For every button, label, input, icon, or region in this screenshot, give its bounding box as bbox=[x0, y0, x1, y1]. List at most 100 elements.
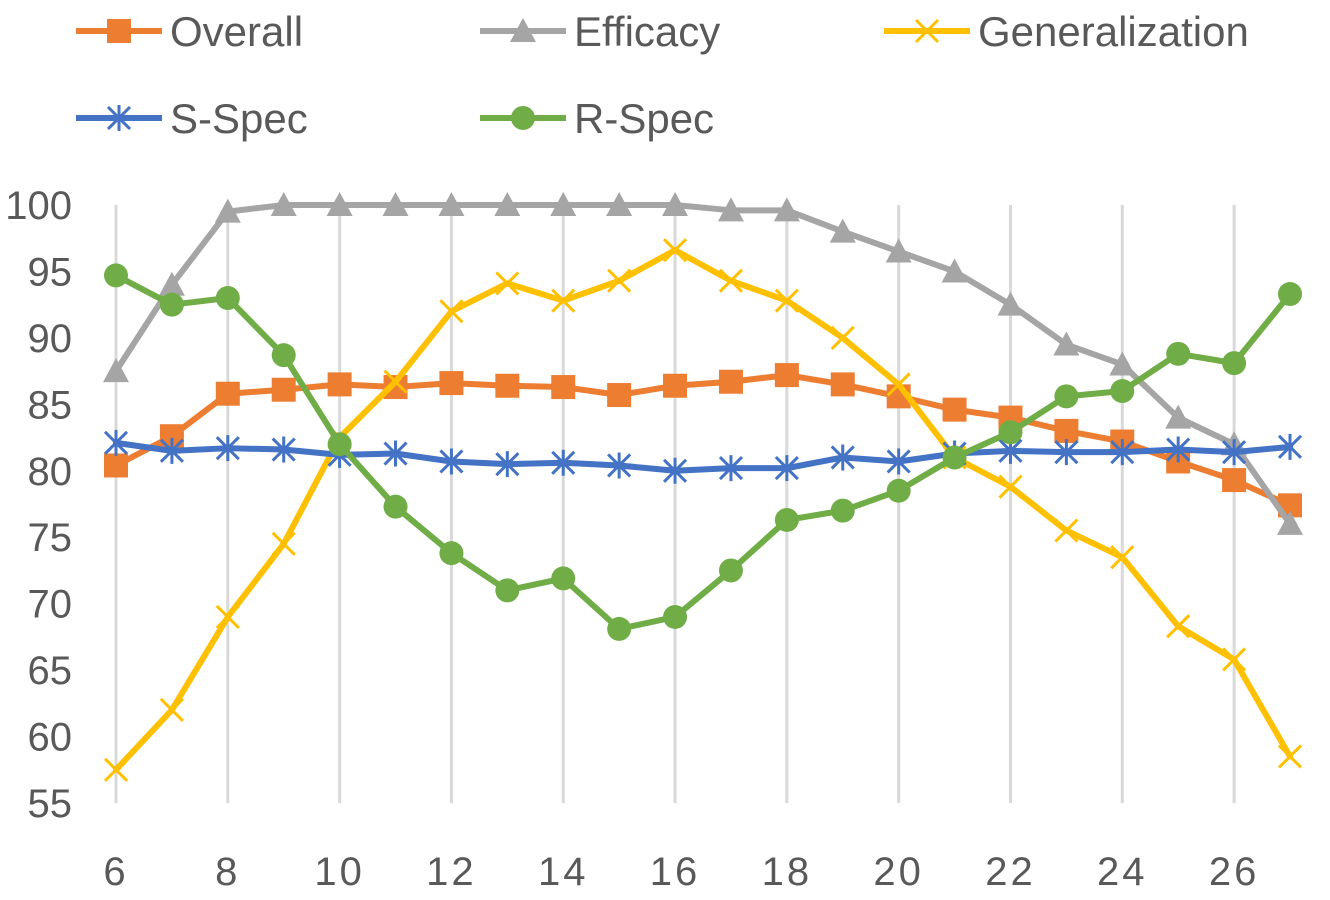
y-tick-label: 65 bbox=[28, 649, 73, 693]
data-point-r-spec-x12 bbox=[439, 541, 464, 566]
data-point-overall-x9 bbox=[271, 377, 296, 402]
data-point-s-spec-x6 bbox=[103, 429, 129, 456]
data-point-generalization-x18 bbox=[774, 288, 799, 313]
data-point-efficacy-x24 bbox=[1109, 351, 1136, 376]
x-tick-label: 16 bbox=[650, 850, 701, 894]
data-point-generalization-x19 bbox=[830, 325, 855, 350]
legend-marker-overall bbox=[107, 19, 131, 43]
data-point-overall-x16 bbox=[663, 373, 688, 398]
data-point-overall-x15 bbox=[607, 383, 632, 408]
y-tick-label: 95 bbox=[28, 250, 73, 294]
data-point-efficacy-x13 bbox=[494, 192, 521, 216]
data-point-s-spec-x17 bbox=[718, 455, 744, 482]
data-point-efficacy-x22 bbox=[997, 291, 1024, 316]
data-point-generalization-x14 bbox=[551, 288, 576, 313]
y-tick-label: 55 bbox=[28, 782, 73, 826]
data-point-s-spec-x25 bbox=[1166, 436, 1191, 463]
data-point-r-spec-x20 bbox=[886, 478, 911, 503]
data-point-generalization-x25 bbox=[1166, 614, 1191, 639]
data-point-efficacy-x19 bbox=[829, 218, 856, 243]
data-point-r-spec-x10 bbox=[327, 432, 352, 457]
data-point-overall-x26 bbox=[1222, 468, 1247, 493]
data-point-generalization-x20 bbox=[886, 372, 911, 397]
legend-marker-s-spec bbox=[106, 105, 132, 131]
y-tick-label: 75 bbox=[28, 516, 73, 560]
legend-label-efficacy: Efficacy bbox=[574, 8, 720, 55]
data-point-r-spec-x19 bbox=[830, 498, 855, 523]
data-point-generalization-x6 bbox=[103, 757, 129, 782]
series-line-r-spec bbox=[113, 272, 1293, 632]
data-point-generalization-x12 bbox=[439, 299, 464, 324]
gridlines bbox=[114, 205, 1236, 803]
data-point-r-spec-x18 bbox=[774, 507, 799, 532]
data-point-efficacy-x12 bbox=[438, 192, 465, 216]
data-point-overall-x6 bbox=[104, 453, 128, 478]
y-tick-label: 70 bbox=[28, 583, 73, 627]
data-point-r-spec-x27 bbox=[1278, 282, 1302, 307]
data-point-r-spec-x8 bbox=[215, 286, 240, 311]
x-tick-label: 24 bbox=[1097, 850, 1148, 894]
x-tick-label: 10 bbox=[314, 850, 365, 894]
data-point-s-spec-x15 bbox=[607, 452, 632, 479]
data-point-r-spec-x6 bbox=[104, 263, 128, 288]
data-point-s-spec-x12 bbox=[439, 448, 464, 475]
data-point-efficacy-x15 bbox=[606, 192, 633, 216]
legend-item-overall: Overall bbox=[76, 8, 303, 55]
series-line-s-spec bbox=[113, 439, 1293, 474]
data-point-generalization-x13 bbox=[495, 271, 520, 296]
data-point-generalization-x17 bbox=[718, 268, 744, 293]
data-point-s-spec-x14 bbox=[551, 449, 576, 476]
data-point-s-spec-x11 bbox=[383, 440, 408, 467]
data-point-generalization-x7 bbox=[159, 697, 184, 723]
data-point-r-spec-x22 bbox=[998, 420, 1023, 445]
data-point-r-spec-x26 bbox=[1222, 351, 1247, 376]
y-tick-label: 85 bbox=[28, 383, 73, 427]
data-point-efficacy-x6 bbox=[103, 358, 129, 383]
x-tick-label: 12 bbox=[426, 850, 477, 894]
data-point-s-spec-x24 bbox=[1110, 439, 1135, 466]
legend-label-overall: Overall bbox=[170, 8, 303, 55]
legend-item-generalization: Generalization bbox=[884, 8, 1249, 55]
data-point-s-spec-x27 bbox=[1277, 433, 1303, 460]
x-axis: 6 8 10 12 14 16 18 20 22 24 26 bbox=[103, 850, 1260, 894]
data-point-overall-x13 bbox=[495, 373, 520, 398]
data-point-r-spec-x13 bbox=[495, 578, 520, 603]
legend-label-s-spec: S-Spec bbox=[170, 95, 308, 142]
legend-marker-r-spec bbox=[511, 106, 535, 130]
x-tick-label: 6 bbox=[103, 850, 128, 894]
data-point-s-spec-x19 bbox=[830, 444, 855, 471]
data-point-s-spec-x9 bbox=[271, 436, 296, 463]
y-tick-label: 100 bbox=[5, 184, 72, 228]
data-point-efficacy-x9 bbox=[270, 192, 297, 216]
data-point-r-spec-x17 bbox=[718, 558, 743, 583]
data-point-efficacy-x11 bbox=[382, 192, 409, 216]
data-point-r-spec-x24 bbox=[1110, 379, 1135, 404]
data-point-r-spec-x14 bbox=[551, 566, 576, 591]
data-point-overall-x14 bbox=[551, 375, 576, 400]
legend-item-r-spec: R-Spec bbox=[480, 95, 714, 142]
x-tick-label: 14 bbox=[538, 850, 589, 894]
data-point-overall-x10 bbox=[327, 372, 352, 397]
legend-item-efficacy: Efficacy bbox=[480, 8, 720, 55]
series-r-spec bbox=[104, 263, 1302, 641]
data-point-s-spec-x20 bbox=[886, 448, 911, 475]
data-point-generalization-x16 bbox=[662, 238, 688, 263]
x-tick-label: 18 bbox=[762, 850, 813, 894]
data-point-efficacy-x27 bbox=[1277, 510, 1303, 535]
data-point-generalization-x24 bbox=[1110, 545, 1135, 570]
x-tick-label: 26 bbox=[1209, 850, 1260, 894]
data-point-r-spec-x21 bbox=[942, 445, 967, 470]
series-line-overall bbox=[113, 372, 1293, 509]
plot-area bbox=[103, 192, 1303, 782]
data-point-r-spec-x11 bbox=[383, 494, 408, 519]
data-point-efficacy-x7 bbox=[158, 271, 185, 296]
series-line-efficacy bbox=[113, 202, 1293, 527]
data-point-efficacy-x8 bbox=[214, 198, 241, 223]
data-point-efficacy-x20 bbox=[885, 238, 912, 263]
data-point-r-spec-x16 bbox=[663, 604, 688, 629]
data-point-s-spec-x7 bbox=[159, 437, 184, 464]
data-point-generalization-x22 bbox=[998, 474, 1023, 499]
data-point-overall-x21 bbox=[942, 397, 967, 422]
data-point-generalization-x11 bbox=[383, 369, 408, 394]
